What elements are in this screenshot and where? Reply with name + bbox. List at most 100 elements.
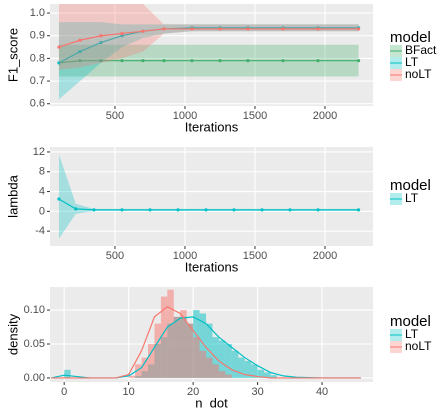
x-tick-label: 0 xyxy=(61,386,67,398)
legend-entry: noLT xyxy=(405,67,432,81)
histogram-bar xyxy=(64,369,71,378)
panel xyxy=(50,4,373,106)
x-tick-label: 1000 xyxy=(173,110,197,122)
histogram-bar xyxy=(193,337,200,378)
histogram-bar xyxy=(128,375,136,378)
y-axis-title: F1_score xyxy=(5,28,20,82)
x-tick-label: 500 xyxy=(106,250,124,262)
point xyxy=(78,59,82,63)
histogram-bar xyxy=(218,340,226,378)
histogram-bar xyxy=(147,344,155,378)
x-tick-label: 30 xyxy=(251,386,263,398)
point xyxy=(57,45,61,49)
legend-entry: LT xyxy=(405,327,419,341)
point xyxy=(246,27,250,31)
histogram-bar xyxy=(206,357,213,378)
histogram-bar xyxy=(218,371,226,378)
point xyxy=(78,38,82,42)
x-tick-label: 40 xyxy=(316,386,328,398)
point xyxy=(288,208,292,212)
histogram-bar xyxy=(257,369,265,378)
point xyxy=(99,40,103,45)
histogram-bar xyxy=(180,310,187,378)
point xyxy=(281,27,285,31)
point xyxy=(78,50,82,54)
x-tick-label: 20 xyxy=(187,386,199,398)
histogram-bar xyxy=(135,364,142,378)
point xyxy=(120,59,124,63)
x-axis-title: Iterations xyxy=(185,259,239,274)
y-tick-label: 0.8 xyxy=(30,52,45,64)
point xyxy=(57,61,61,65)
point xyxy=(316,27,320,31)
histogram-bar xyxy=(167,289,174,378)
line xyxy=(58,198,359,211)
legend-title: model xyxy=(390,313,431,330)
point xyxy=(316,208,320,212)
histogram-bar xyxy=(186,323,194,378)
y-axis-title: lambda xyxy=(5,174,20,217)
y-tick-label: 0.05 xyxy=(24,338,45,350)
y-tick-label: 8 xyxy=(39,166,45,178)
histogram-bar xyxy=(264,372,271,378)
histogram-bar xyxy=(231,350,239,378)
point xyxy=(190,27,194,31)
point xyxy=(356,27,361,31)
point xyxy=(120,31,124,36)
point xyxy=(141,59,145,63)
point xyxy=(57,197,61,201)
legend-title: model xyxy=(390,177,431,194)
y-tick-label: 4 xyxy=(39,185,45,197)
x-axis-title: n_dot xyxy=(195,395,228,408)
legend-title: model xyxy=(390,29,431,46)
point xyxy=(120,34,124,38)
x-axis-title: Iterations xyxy=(185,119,239,134)
x-tick-label: 2000 xyxy=(313,250,337,262)
y-tick-label: 0.00 xyxy=(24,372,45,384)
histogram-bar xyxy=(270,375,277,378)
legend-entry: BFact xyxy=(405,43,437,57)
point xyxy=(74,207,78,211)
y-tick-label: 0 xyxy=(39,205,45,217)
x-tick-label: 500 xyxy=(106,110,124,122)
legend-entry: LT xyxy=(405,55,419,69)
histogram-bar xyxy=(225,374,232,378)
x-tick-label: 10 xyxy=(123,386,135,398)
point xyxy=(281,59,285,63)
point xyxy=(190,59,194,63)
y-tick-label: 0.9 xyxy=(30,30,45,42)
histogram-bar xyxy=(225,344,232,378)
y-tick-label: -4 xyxy=(35,225,45,237)
histogram-bar xyxy=(160,296,168,378)
histogram-bar xyxy=(199,350,207,378)
point xyxy=(99,34,103,38)
point xyxy=(92,208,96,212)
y-tick-label: 0.10 xyxy=(24,304,45,316)
y-tick-label: 0.6 xyxy=(30,98,45,110)
histogram-bar xyxy=(244,360,252,378)
line xyxy=(58,28,359,48)
point xyxy=(99,59,103,63)
x-tick-label: 1500 xyxy=(243,250,267,262)
density-curve xyxy=(51,305,361,379)
x-tick-label: 1000 xyxy=(173,250,197,262)
point xyxy=(162,59,166,63)
x-tick-label: 1500 xyxy=(243,110,267,122)
y-axis-title: density xyxy=(5,313,20,355)
point xyxy=(120,208,124,212)
legend-entry: noLT xyxy=(405,339,432,353)
histogram-bar xyxy=(199,313,207,378)
histogram-bar xyxy=(251,364,258,378)
point xyxy=(316,59,320,63)
confidence-band xyxy=(58,22,359,100)
histogram-bar xyxy=(141,357,148,378)
legend-entry: LT xyxy=(405,191,419,205)
x-tick-label: 2000 xyxy=(313,110,337,122)
y-tick-label: 12 xyxy=(33,146,45,158)
histogram-bar xyxy=(212,364,219,378)
point xyxy=(356,208,361,212)
point xyxy=(218,27,222,31)
y-tick-label: 1.0 xyxy=(30,7,45,19)
line xyxy=(58,60,359,64)
